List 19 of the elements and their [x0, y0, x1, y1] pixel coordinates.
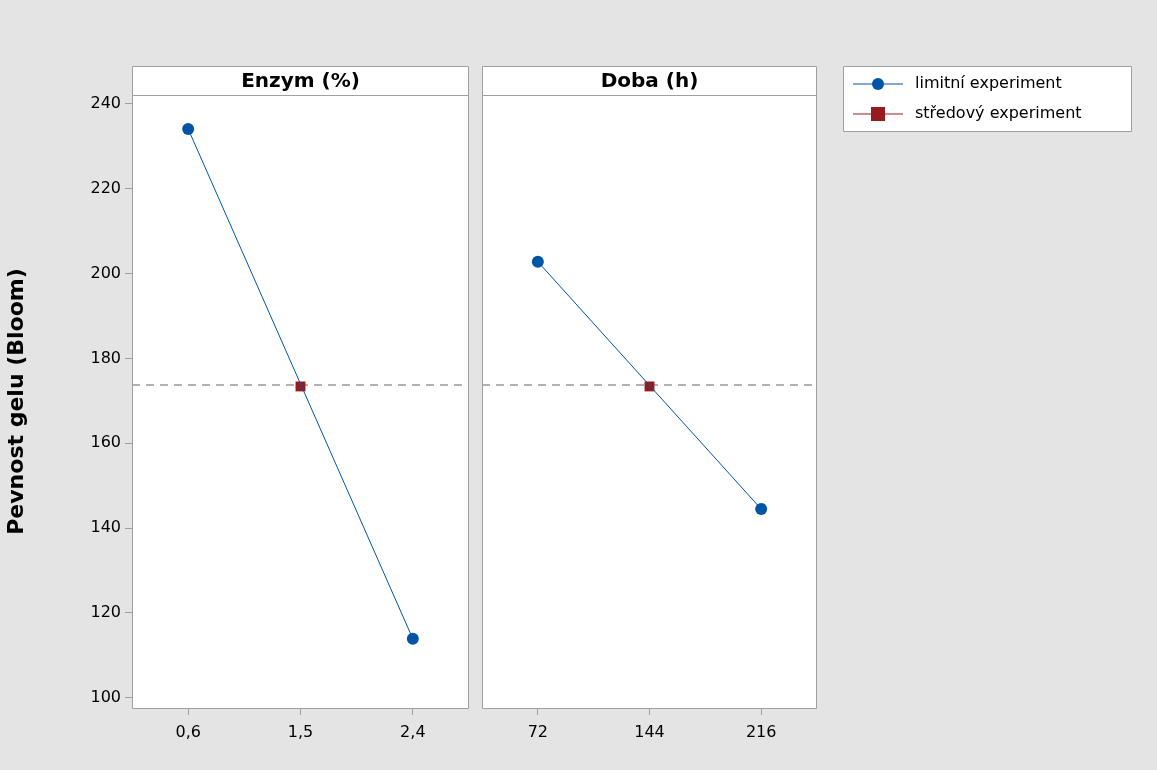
x-tick-label: 0,6 — [175, 721, 201, 741]
chart-title: Enzym (%) — [241, 67, 360, 92]
y-tick-label: 140 — [90, 517, 121, 537]
x-tick-label: 1,5 — [287, 721, 314, 741]
y-tick-label: 220 — [90, 177, 121, 197]
y-tick-label: 240 — [90, 93, 121, 113]
y-tick-label: 100 — [90, 686, 121, 706]
y-tick-label: 200 — [90, 262, 121, 282]
x-tick-label: 216 — [745, 721, 777, 741]
legend-label: středový experiment — [915, 103, 1082, 123]
chart-title: Doba (h) — [600, 67, 699, 92]
x-tick-label: 2,4 — [400, 721, 426, 741]
y-axis-title: Pevnost gelu (Bloom) — [2, 268, 28, 535]
y-tick-label: 160 — [90, 432, 121, 452]
x-tick-label: 144 — [634, 721, 665, 741]
x-tick-label: 72 — [527, 721, 549, 741]
legend-label: limitní experiment — [915, 73, 1062, 93]
y-tick-label: 180 — [90, 347, 121, 367]
y-tick-label: 120 — [90, 602, 121, 622]
